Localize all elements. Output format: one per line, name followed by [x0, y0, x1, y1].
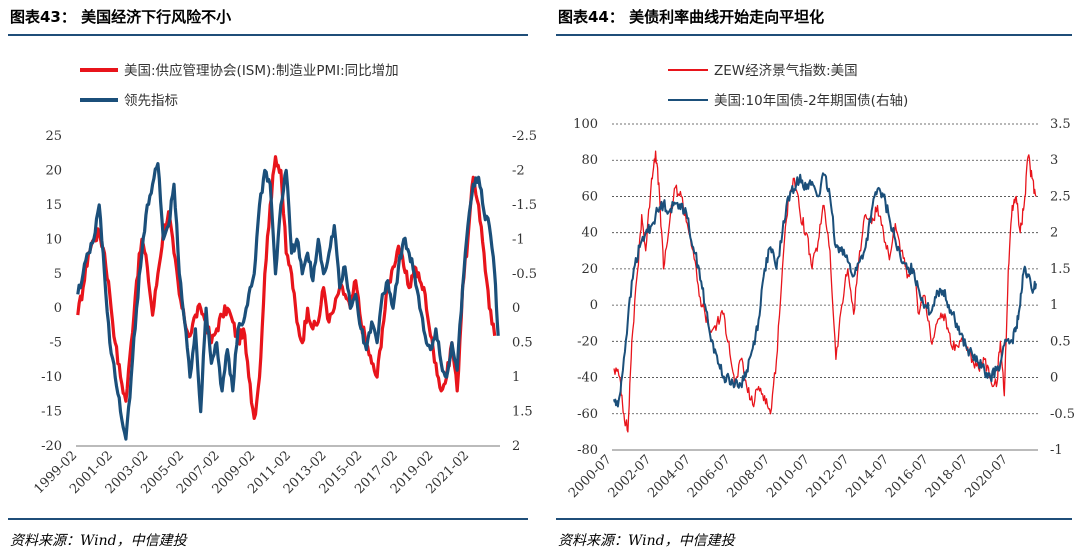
y-tick-label-left: -10 — [41, 370, 62, 385]
y-tick-label-left: 10 — [45, 232, 62, 247]
y-tick-label-right: 3 — [1050, 153, 1058, 168]
y-tick-label-right: -1 — [512, 232, 525, 247]
source-rule-right — [556, 518, 1072, 520]
y-tick-label-left: -40 — [577, 371, 598, 386]
y-tick-label-left: -60 — [577, 407, 598, 422]
y-tick-label-right: -2.5 — [512, 129, 536, 144]
y-tick-label-left: 80 — [581, 153, 598, 168]
chart-title-right: 图表44： 美债利率曲线开始走向平坦化 — [558, 8, 825, 26]
y-tick-label-left: -20 — [577, 334, 598, 349]
y-tick-label-left: -80 — [577, 443, 598, 458]
x-tick-label: 2010-07 — [764, 452, 813, 501]
chart-left: 25 20 15 10 5 0 -5 -10 -15 -20 -2.5 -2 -1.5 -1 -0.5 0 0.… — [32, 62, 536, 497]
y-tick-label-right: 3.5 — [1050, 117, 1071, 132]
title-rule-right — [556, 34, 1072, 36]
y-tick-label-right: 2 — [512, 439, 520, 454]
x-tick-label: 2004-07 — [645, 452, 694, 501]
y-tick-label-left: 5 — [54, 267, 62, 282]
y-tick-label-right: 2.5 — [1050, 189, 1071, 204]
source-note-left: 资料来源：Wind，中信建投 — [10, 533, 187, 549]
y-tick-label-left: 40 — [581, 226, 598, 241]
series-line-1 — [76, 155, 497, 420]
x-tick-label: 2016-07 — [883, 452, 932, 501]
y-tick-label-right: -1 — [1050, 443, 1063, 458]
x-tick-label: 2020-07 — [962, 452, 1011, 501]
series-line-2 — [76, 162, 500, 441]
x-tick-label: 2014-07 — [843, 452, 892, 501]
x-tick-label: 2008-07 — [725, 452, 774, 501]
y-tick-label-left: 20 — [581, 262, 598, 277]
chart-title-left: 图表43： 美国经济下行风险不小 — [10, 8, 232, 26]
y-tick-label-left: 60 — [581, 189, 598, 204]
y-tick-label-right: -1.5 — [512, 198, 536, 213]
y-tick-label-right: -2 — [512, 163, 525, 178]
y-tick-label-left: 20 — [45, 163, 62, 178]
x-tick-label: 2006-07 — [685, 452, 734, 501]
series-line-2 — [613, 172, 1037, 408]
y-tick-label-right: 1.5 — [512, 405, 533, 420]
y-tick-label-right: 2 — [1050, 226, 1058, 241]
y-tick-label-right: 0.5 — [512, 336, 533, 351]
y-tick-label-right: 0 — [512, 301, 520, 316]
source-note-right: 资料来源：Wind，中信建投 — [558, 533, 735, 549]
legend-label-2: 领先指标 — [124, 93, 178, 109]
y-tick-label-right: 1 — [512, 370, 520, 385]
source-rule-left — [8, 518, 528, 520]
x-tick-label: 2018-07 — [923, 452, 972, 501]
series-line-1 — [613, 150, 1037, 433]
y-tick-label-left: 0 — [54, 301, 62, 316]
y-tick-label-left: -5 — [49, 336, 62, 351]
y-tick-label-right: 1.5 — [1050, 262, 1071, 277]
legend-label-1: 美国:供应管理协会(ISM):制造业PMI:同比增加 — [124, 62, 399, 79]
title-rule-left — [8, 34, 528, 36]
x-tick-label: 2000-07 — [566, 452, 615, 501]
legend-label-2: 美国:10年国债-2年期国债(右轴) — [714, 93, 908, 109]
y-tick-label-left: 100 — [573, 117, 598, 132]
legend-label-1: ZEW经济景气指数:美国 — [714, 63, 858, 79]
y-tick-label-right: 0.5 — [1050, 334, 1071, 349]
y-tick-label-left: -20 — [41, 439, 62, 454]
y-tick-label-right: 0 — [1050, 371, 1058, 386]
y-tick-label-right: 1 — [1050, 298, 1058, 313]
chart-panel-left: 图表43： 美国经济下行风险不小 25 20 15 10 5 0 -5 -10 -15 -20 -2… — [0, 0, 536, 552]
x-tick-label: 2012-07 — [804, 452, 853, 501]
y-tick-label-left: -15 — [41, 405, 62, 420]
chart-right: 100 80 60 40 20 0 -20 -40 -60 -80 3.5 3 2.5 2 1.5 1 0.5 0… — [566, 63, 1075, 501]
chart-panel-right: 图表44： 美债利率曲线开始走向平坦化 100 80 60 40 20 0 -20 -40 -6… — [548, 0, 1080, 552]
y-tick-label-left: 0 — [590, 298, 598, 313]
y-tick-label-right: -0.5 — [1050, 407, 1075, 422]
y-tick-label-right: -0.5 — [512, 267, 536, 282]
x-tick-label: 2002-07 — [606, 452, 655, 501]
y-tick-label-left: 15 — [45, 198, 62, 213]
y-tick-label-left: 25 — [45, 129, 62, 144]
